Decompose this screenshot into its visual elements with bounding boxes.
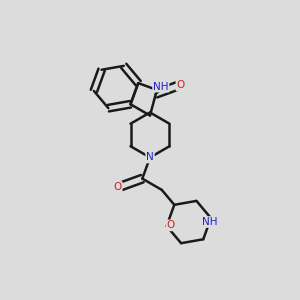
Text: N: N bbox=[146, 152, 154, 163]
Text: NH: NH bbox=[202, 217, 217, 227]
Text: O: O bbox=[113, 182, 122, 192]
Text: O: O bbox=[176, 80, 185, 91]
Text: NH: NH bbox=[153, 82, 169, 92]
Text: O: O bbox=[167, 220, 175, 230]
